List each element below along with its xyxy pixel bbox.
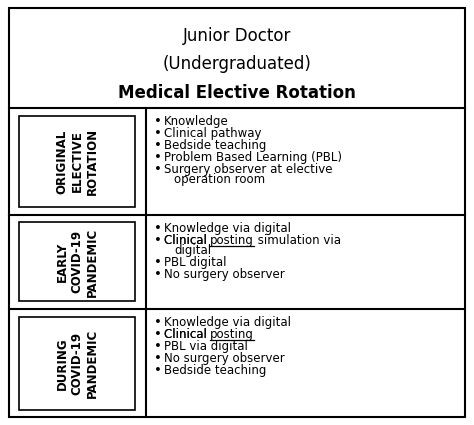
Text: Junior Doctor: Junior Doctor [183, 27, 291, 45]
Text: EARLY
COVID-19
PANDEMIC: EARLY COVID-19 PANDEMIC [55, 227, 99, 297]
Text: DURING
COVID-19
PANDEMIC: DURING COVID-19 PANDEMIC [55, 329, 99, 398]
Text: •: • [154, 328, 162, 341]
Text: (Undergraduated): (Undergraduated) [163, 55, 311, 73]
Text: Knowledge via digital: Knowledge via digital [164, 316, 291, 329]
Text: •: • [154, 364, 162, 377]
Text: Surgery observer at elective: Surgery observer at elective [164, 163, 332, 176]
Text: •: • [154, 316, 162, 329]
Text: Clinical: Clinical [164, 328, 210, 341]
Text: operation room: operation room [174, 173, 265, 186]
Text: Bedside teaching: Bedside teaching [164, 364, 266, 377]
Text: Medical Elective Rotation: Medical Elective Rotation [118, 84, 356, 102]
Text: No surgery observer: No surgery observer [164, 268, 284, 281]
Text: •: • [154, 268, 162, 281]
Text: •: • [154, 127, 162, 140]
Text: •: • [154, 115, 162, 128]
Text: •: • [154, 163, 162, 176]
Text: Bedside teaching: Bedside teaching [164, 139, 266, 152]
Bar [19, 317, 135, 410]
Text: Clinical: Clinical [164, 234, 210, 247]
Text: •: • [154, 340, 162, 353]
Text: •: • [154, 222, 162, 235]
Text: posting: posting [210, 234, 254, 247]
Text: Knowledge via digital: Knowledge via digital [164, 222, 291, 235]
Text: PBL digital: PBL digital [164, 256, 226, 269]
Text: Knowledge: Knowledge [164, 115, 228, 128]
Text: Clinical pathway: Clinical pathway [164, 127, 261, 140]
Text: ORIGINAL
ELECTIVE
ROTATION: ORIGINAL ELECTIVE ROTATION [55, 128, 99, 195]
Bar [19, 222, 135, 301]
Text: digital: digital [174, 244, 211, 257]
Bar [19, 116, 135, 207]
Text: •: • [154, 139, 162, 152]
Text: PBL via digital: PBL via digital [164, 340, 247, 353]
Text: Clinical: Clinical [164, 328, 210, 341]
Text: simulation via: simulation via [254, 234, 341, 247]
Text: No surgery observer: No surgery observer [164, 352, 284, 365]
Text: Clinical: Clinical [164, 234, 210, 247]
Text: posting: posting [210, 328, 254, 341]
Text: •: • [154, 234, 162, 247]
Text: •: • [154, 352, 162, 365]
Text: •: • [154, 256, 162, 269]
Text: •: • [154, 151, 162, 164]
Text: Problem Based Learning (PBL): Problem Based Learning (PBL) [164, 151, 342, 164]
